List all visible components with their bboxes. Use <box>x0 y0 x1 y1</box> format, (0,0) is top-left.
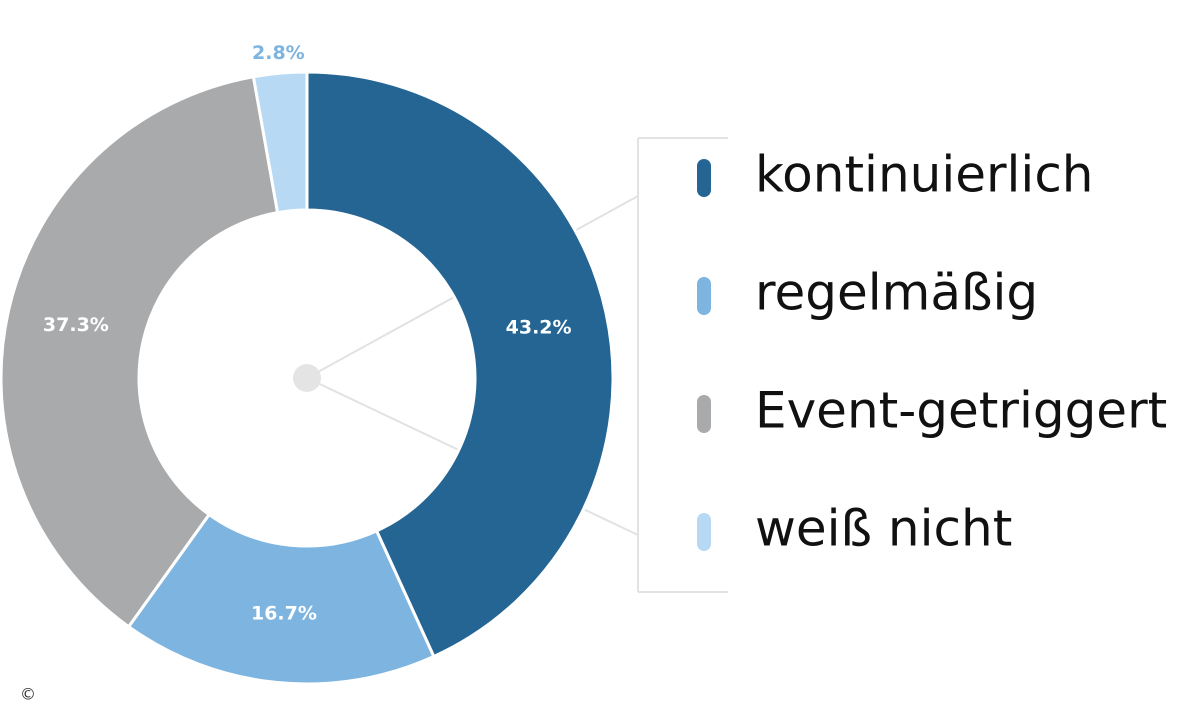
legend: kontinuierlich regelmäßig Event-getriggert… <box>697 146 1167 558</box>
legend-marker <box>697 513 711 551</box>
slice <box>305 70 615 659</box>
value-label: 2.8% <box>252 42 305 64</box>
value-label: 16.7% <box>251 602 317 624</box>
legend-marker <box>697 159 711 197</box>
slice <box>251 70 309 215</box>
slice <box>0 74 280 629</box>
legend-label: Event-getriggert <box>755 382 1167 440</box>
value-label: 43.2% <box>506 316 572 338</box>
legend-marker <box>697 395 711 433</box>
legend-marker <box>697 277 711 315</box>
legend-label: weiß nicht <box>755 500 1012 558</box>
value-labels: 43.2% 16.7% 37.3% 2.8% <box>43 42 572 625</box>
legend-label: regelmäßig <box>755 264 1038 322</box>
value-label: 37.3% <box>43 314 109 336</box>
donut <box>0 70 615 686</box>
slice <box>126 512 436 686</box>
copyright: © <box>20 685 36 704</box>
legend-label: kontinuierlich <box>755 146 1094 204</box>
center-dot <box>293 364 321 392</box>
